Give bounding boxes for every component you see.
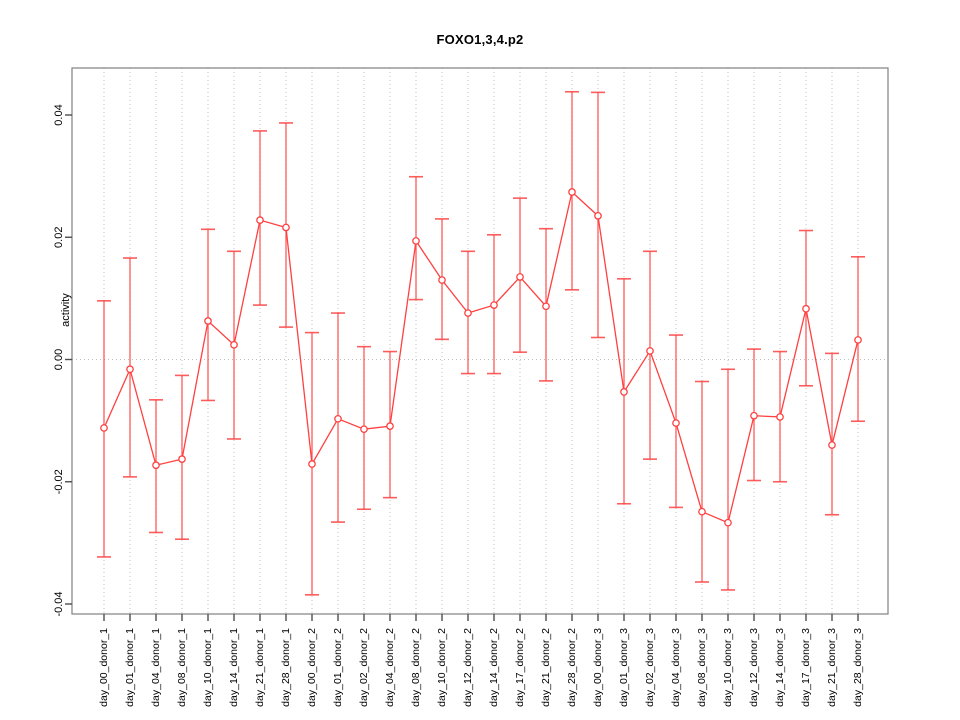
data-point-marker: [334, 414, 342, 423]
data-point-marker: [256, 216, 264, 224]
y-tick-label: 0.02: [53, 227, 65, 248]
data-point-marker: [672, 419, 680, 427]
data-point-marker: [152, 461, 160, 470]
y-tick-label: -0.04: [53, 591, 65, 616]
data-point-marker: [126, 365, 134, 374]
x-tick-label: day_01_donor_2: [332, 628, 344, 707]
x-tick-label: day_10_donor_3: [722, 628, 734, 707]
x-tick-label: day_28_donor_2: [566, 628, 578, 707]
data-point-marker: [854, 336, 862, 344]
data-point-marker: [230, 340, 238, 349]
x-tick-label: day_14_donor_2: [488, 628, 500, 707]
x-tick-label: day_10_donor_2: [436, 628, 448, 707]
data-point-marker: [828, 441, 836, 449]
y-tick-label: 0.00: [53, 349, 65, 370]
x-tick-label: day_21_donor_3: [826, 628, 838, 707]
x-tick-label: day_28_donor_1: [280, 628, 292, 707]
data-point-marker: [594, 212, 602, 220]
x-tick-label: day_02_donor_2: [358, 628, 370, 707]
x-tick-label: day_08_donor_3: [696, 628, 708, 707]
data-point-marker: [178, 455, 186, 463]
data-point-marker: [646, 347, 654, 355]
data-point-marker: [100, 424, 108, 432]
data-point-marker: [750, 411, 758, 420]
data-point-marker: [620, 388, 628, 396]
x-axis: day_00_donor_1 day_01_donor_1 day_04_donor…: [98, 614, 864, 707]
data-point-marker: [568, 188, 576, 196]
data-point-marker: [282, 223, 290, 232]
x-tick-label: day_28_donor_3: [852, 628, 864, 707]
data-point-marker: [516, 273, 524, 281]
x-tick-label: day_21_donor_2: [540, 628, 552, 707]
x-tick-label: day_04_donor_2: [384, 628, 396, 707]
x-tick-label: day_04_donor_3: [670, 628, 682, 707]
data-point-marker: [412, 237, 420, 245]
data-series: [97, 90, 865, 596]
plot-frame: [71, 67, 889, 615]
x-tick-label: day_12_donor_2: [462, 628, 474, 707]
x-tick-label: day_17_donor_2: [514, 628, 526, 707]
data-point-marker: [542, 302, 550, 311]
x-tick-label: day_17_donor_3: [800, 628, 812, 707]
x-tick-label: day_02_donor_3: [644, 628, 656, 707]
x-tick-label: day_21_donor_1: [254, 628, 266, 707]
data-point-marker: [464, 309, 472, 317]
x-tick-label: day_01_donor_1: [124, 628, 136, 707]
x-tick-label: day_01_donor_3: [618, 628, 630, 707]
x-tick-label: day_00_donor_3: [592, 628, 604, 707]
x-tick-label: day_14_donor_3: [774, 628, 786, 707]
page-title: FOXO1,3,4.p2: [436, 32, 524, 47]
data-point-marker: [386, 422, 394, 430]
x-tick-label: day_14_donor_1: [228, 628, 240, 707]
x-tick-label: day_12_donor_3: [748, 628, 760, 707]
y-tick-label: 0.04: [53, 104, 65, 125]
data-point-marker: [724, 518, 732, 527]
series-line: [103, 190, 859, 524]
data-point-marker: [204, 317, 212, 325]
x-tick-label: day_10_donor_1: [202, 628, 214, 707]
x-tick-label: day_08_donor_1: [176, 628, 188, 707]
data-point-marker: [308, 460, 316, 468]
data-point-marker: [490, 301, 498, 309]
data-point-marker: [698, 507, 706, 516]
grid-layer: [103, 68, 859, 614]
x-tick-label: day_04_donor_1: [150, 628, 162, 707]
data-point-marker: [802, 304, 810, 313]
x-tick-label: day_00_donor_2: [306, 628, 318, 707]
data-point-marker: [438, 276, 446, 284]
x-tick-label: day_00_donor_1: [98, 628, 110, 707]
data-point-marker: [360, 425, 368, 434]
x-tick-label: day_08_donor_2: [410, 628, 422, 707]
y-axis: -0.04 -0.02 0.00 0.02 0.04: [53, 104, 72, 617]
data-point-marker: [776, 413, 784, 421]
y-tick-label: -0.02: [53, 469, 65, 494]
